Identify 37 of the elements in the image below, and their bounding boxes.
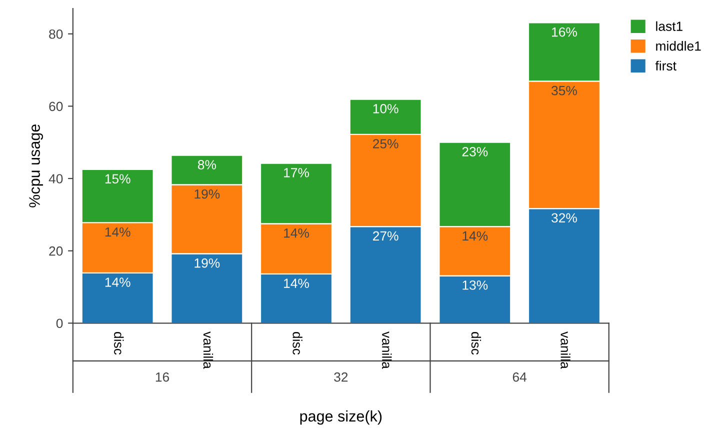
y-axis-title: %cpu usage [29, 124, 43, 208]
data-label: 17% [284, 168, 309, 178]
data-label: 32% [552, 213, 577, 223]
data-label: 16% [552, 27, 577, 37]
data-label: 14% [284, 278, 309, 288]
text: 16 [156, 372, 170, 382]
x-tick-label: disc [114, 332, 124, 355]
text: 64 [512, 372, 527, 382]
data-label: 27% [373, 231, 398, 241]
data-label: 35% [552, 86, 577, 96]
data-label: 10% [373, 104, 398, 114]
x-tick-label: disc [471, 332, 482, 355]
data-label: 14% [462, 231, 488, 241]
legend-label: middle1 [656, 41, 701, 51]
y-tick-label: 80 [49, 29, 63, 39]
x-tick-label: disc [292, 332, 302, 355]
x-tick-label: vanilla [382, 332, 392, 369]
data-label: 25% [373, 139, 398, 148]
x-axis-title: page size(k) [300, 410, 382, 425]
data-label: 8% [198, 160, 216, 170]
text: 32 [334, 372, 348, 382]
y-tick-label: 0 [56, 318, 63, 328]
data-label: 14% [284, 228, 309, 238]
data-label: 19% [194, 189, 220, 199]
x-tick-label: vanilla [560, 332, 570, 369]
y-tick-label: 20 [49, 246, 63, 256]
data-label: 15% [105, 174, 130, 184]
data-label: 23% [462, 147, 488, 156]
legend-label: first [655, 60, 676, 71]
data-label: 19% [194, 258, 220, 268]
data-label: 14% [105, 227, 130, 237]
x-tick-label: vanilla [203, 332, 214, 369]
legend-label: last1 [656, 21, 682, 31]
data-label: 14% [105, 278, 130, 287]
y-tick-label: 60 [49, 102, 63, 112]
data-label: 13% [462, 280, 488, 290]
y-tick-label: 40 [48, 174, 63, 184]
